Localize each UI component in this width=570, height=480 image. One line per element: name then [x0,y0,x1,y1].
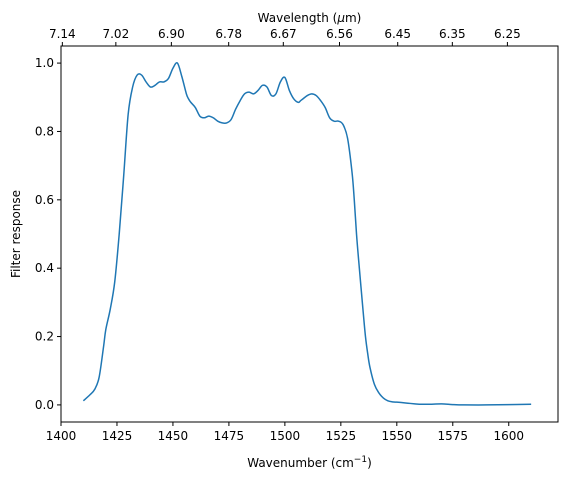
y-tick-label: 0.6 [35,193,54,207]
top-axis-title-prefix: Wavelength ( [258,11,338,25]
y-tick-label: 0.2 [35,330,54,344]
y-tick-label: 0.0 [35,398,54,412]
plot-lines [82,62,532,406]
y-tick-label: 0.4 [35,261,54,275]
y-axis-ticks: 0.0 0.2 0.4 0.6 0.8 1.0 [35,56,61,412]
top-axis-title-mu: μ [336,11,345,25]
x-tick-label: 1550 [382,429,413,443]
y-tick-label: 1.0 [35,56,54,70]
top-tick-label: 6.67 [270,27,297,41]
x-axis-ticks: 1400 1425 1450 1475 1500 1525 1550 1575 1600 [46,422,524,443]
top-tick-label: 6.25 [494,27,521,41]
x-tick-label: 1575 [438,429,469,443]
y-tick-label: 0.8 [35,124,54,138]
top-tick-label: 6.35 [439,27,466,41]
x-tick-label: 1475 [214,429,245,443]
top-tick-label: 6.90 [158,27,185,41]
top-tick-label: 6.56 [326,27,353,41]
x-tick-label: 1450 [158,429,189,443]
top-tick-label: 6.45 [384,27,411,41]
x-axis-title: Wavenumber (cm−1) [247,455,372,470]
filter-response-line [82,62,532,406]
top-tick-label: 6.78 [215,27,242,41]
x-tick-label: 1400 [46,429,77,443]
plot-frame [60,45,559,423]
x-tick-label: 1525 [326,429,357,443]
y-axis-title: Filter response [9,190,23,278]
top-tick-label: 7.02 [102,27,129,41]
x-tick-label: 1500 [270,429,301,443]
x-tick-label: 1425 [102,429,133,443]
x-axis-title-main: Wavenumber (cm [247,456,354,470]
top-axis-ticks: 7.14 7.02 6.90 6.78 6.67 6.56 6.45 6.35 6.25 [49,27,521,46]
x-axis-title-superscript: −1 [354,455,367,465]
x-tick-label: 1600 [493,429,524,443]
top-axis-title: Wavelength (μm) [258,11,362,25]
top-axis-title-suffix: m) [345,11,361,25]
x-axis-title-suffix: ) [367,456,372,470]
top-tick-label: 7.14 [49,27,76,41]
